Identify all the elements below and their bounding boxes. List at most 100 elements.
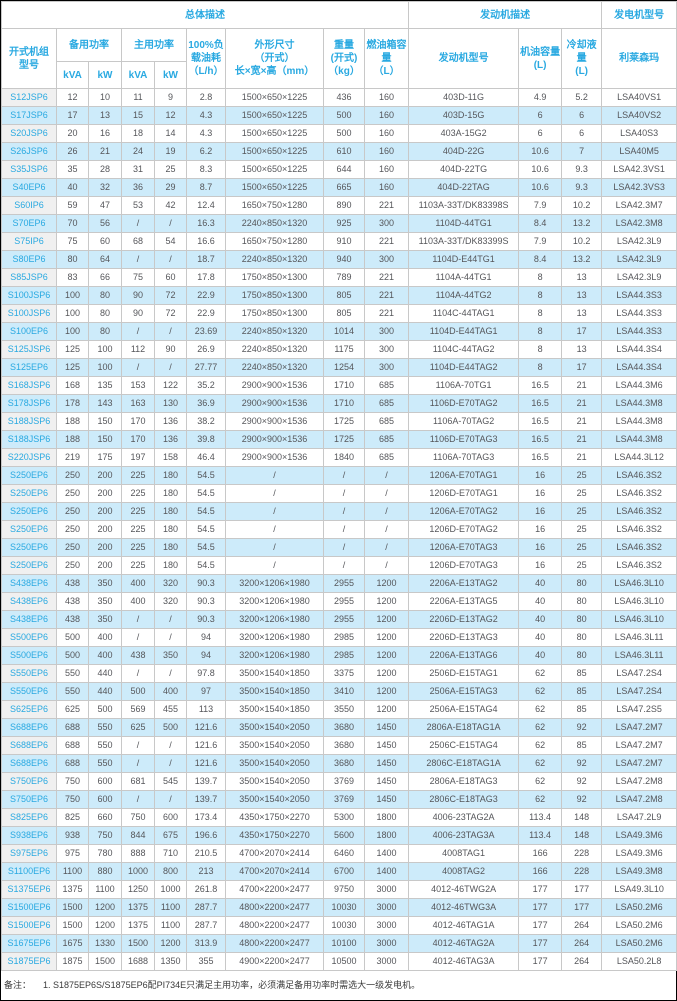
model-link[interactable]: S250EP6	[1, 466, 57, 485]
model-link[interactable]: S975EP6	[1, 844, 57, 863]
fuel-tank-cell: 300	[363, 250, 410, 269]
prime-kw-cell: 400	[154, 682, 187, 701]
table-row: S250EP6 250 200 225 180 54.5///1206D-E70TAG1 1…	[1, 484, 677, 503]
weight-cell: 940	[323, 250, 365, 269]
alternator-frame-cell: LSA44.3M8	[601, 430, 677, 449]
model-link[interactable]: S188JSP6	[1, 430, 57, 449]
model-link[interactable]: S938EP6	[1, 826, 57, 845]
model-link[interactable]: S1100EP6	[1, 862, 57, 881]
fuel-tank-cell: 300	[363, 340, 410, 359]
engine-model-cell: 2206A-E13TAG5	[408, 592, 520, 611]
model-link[interactable]: S1500EP6	[1, 898, 57, 917]
standby-kva-cell: 178	[56, 394, 89, 413]
fuel-tank-cell: 221	[363, 196, 410, 215]
model-link[interactable]: S825EP6	[1, 808, 57, 827]
engine-model-cell: 1206D-E70TAG2	[408, 520, 520, 539]
prime-kw-cell: 25	[154, 160, 187, 179]
model-link[interactable]: S168JSP6	[1, 376, 57, 395]
model-link[interactable]: S220JSP6	[1, 448, 57, 467]
model-link[interactable]: S12JSP6	[1, 88, 57, 107]
alternator-frame-cell: LSA46.3S2	[601, 502, 677, 521]
model-link[interactable]: S500EP6	[1, 646, 57, 665]
model-link[interactable]: S75IP6	[1, 232, 57, 251]
weight-cell: 6700	[323, 862, 365, 881]
model-link[interactable]: S750EP6	[1, 790, 57, 809]
table-row: S125EP6 125 100//27.77 2240×850×1320 1254 300…	[1, 358, 677, 377]
model-link[interactable]: S17JSP6	[1, 106, 57, 125]
table-row: S825EP6 825 660 750 600 173.4 4350×1750×2270 53…	[1, 808, 677, 827]
engine-model-cell: 4012-46TWG2A	[408, 880, 520, 899]
model-link[interactable]: S20JSP6	[1, 124, 57, 143]
model-link[interactable]: S688EP6	[1, 736, 57, 755]
model-link[interactable]: S438EP6	[1, 610, 57, 629]
model-link[interactable]: S100EP6	[1, 322, 57, 341]
col-header-standby-power: 备用功率	[56, 28, 122, 62]
alternator-frame-cell: LSA44.3M6	[601, 376, 677, 395]
coolant-capacity-cell: 85	[561, 736, 603, 755]
model-link[interactable]: S250EP6	[1, 520, 57, 539]
standby-kw-cell: 80	[88, 286, 122, 305]
dimensions-cell: 3500×1540×2050	[225, 736, 324, 755]
standby-kva-cell: 70	[56, 214, 89, 233]
model-link[interactable]: S750EP6	[1, 772, 57, 791]
fuel-consumption-cell: 54.5	[186, 538, 226, 557]
prime-kw-cell: 180	[154, 466, 187, 485]
model-link[interactable]: S550EP6	[1, 664, 57, 683]
model-link[interactable]: S688EP6	[1, 754, 57, 773]
standby-kva-cell: 100	[56, 304, 89, 323]
fuel-consumption-cell: 4.3	[186, 106, 226, 125]
alternator-frame-cell: LSA47.2M8	[601, 772, 677, 791]
dimensions-cell: 1750×850×1300	[225, 268, 324, 287]
model-link[interactable]: S438EP6	[1, 574, 57, 593]
model-link[interactable]: S178JSP6	[1, 394, 57, 413]
fuel-tank-cell: 3000	[363, 934, 410, 953]
group-header-engine: 发动机描述	[408, 1, 603, 29]
alternator-frame-cell: LSA50.2M6	[601, 916, 677, 935]
fuel-tank-cell: /	[363, 484, 410, 503]
model-link[interactable]: S125EP6	[1, 358, 57, 377]
model-link[interactable]: S250EP6	[1, 538, 57, 557]
alternator-frame-cell: LSA42.3VS3	[601, 178, 677, 197]
model-link[interactable]: S26JSP6	[1, 142, 57, 161]
model-link[interactable]: S188JSP6	[1, 412, 57, 431]
prime-kva-cell: 24	[121, 142, 155, 161]
standby-kva-cell: 250	[56, 556, 89, 575]
model-link[interactable]: S1500EP6	[1, 916, 57, 935]
model-link[interactable]: S60IP6	[1, 196, 57, 215]
model-link[interactable]: S250EP6	[1, 502, 57, 521]
prime-kva-cell: /	[121, 664, 155, 683]
coolant-capacity-cell: 92	[561, 754, 603, 773]
model-link[interactable]: S1375EP6	[1, 880, 57, 899]
model-link[interactable]: S550EP6	[1, 682, 57, 701]
model-link[interactable]: S35JSP6	[1, 160, 57, 179]
table-row: S688EP6 688 550//121.6 3500×1540×2050 3680 14…	[1, 754, 677, 773]
model-link[interactable]: S125JSP6	[1, 340, 57, 359]
oil-capacity-cell: 40	[518, 646, 563, 665]
model-link[interactable]: S1675EP6	[1, 934, 57, 953]
oil-capacity-cell: 8	[518, 268, 563, 287]
model-link[interactable]: S85JSP6	[1, 268, 57, 287]
model-link[interactable]: S625EP6	[1, 700, 57, 719]
oil-capacity-cell: 16.5	[518, 430, 563, 449]
fuel-consumption-cell: 39.8	[186, 430, 226, 449]
dimensions-cell: 3500×1540×1850	[225, 664, 324, 683]
model-link[interactable]: S250EP6	[1, 556, 57, 575]
model-link[interactable]: S40EP6	[1, 178, 57, 197]
model-link[interactable]: S100JSP6	[1, 286, 57, 305]
model-link[interactable]: S500EP6	[1, 628, 57, 647]
prime-kva-cell: 888	[121, 844, 155, 863]
model-link[interactable]: S250EP6	[1, 484, 57, 503]
weight-cell: 2955	[323, 574, 365, 593]
oil-capacity-cell: 10.6	[518, 160, 563, 179]
model-link[interactable]: S688EP6	[1, 718, 57, 737]
dimensions-cell: /	[225, 502, 324, 521]
model-link[interactable]: S1875EP6	[1, 952, 57, 971]
prime-kw-cell: 455	[154, 700, 187, 719]
standby-kw-cell: 750	[88, 826, 122, 845]
model-link[interactable]: S100JSP6	[1, 304, 57, 323]
model-link[interactable]: S438EP6	[1, 592, 57, 611]
standby-kva-cell: 20	[56, 124, 89, 143]
prime-kw-cell: 12	[154, 106, 187, 125]
model-link[interactable]: S80EP6	[1, 250, 57, 269]
model-link[interactable]: S70EP6	[1, 214, 57, 233]
